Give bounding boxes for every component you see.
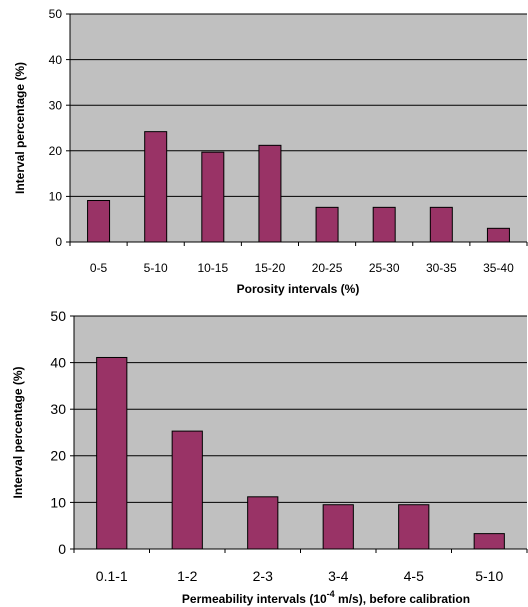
plot-area-background [74, 316, 527, 549]
axes [66, 13, 528, 246]
y-tick-label: 50 [50, 308, 66, 324]
y-tick-label: 10 [49, 190, 63, 204]
x-tick-label: 35-40 [483, 261, 514, 275]
x-tick-label: 1-2 [177, 568, 197, 584]
gridlines [74, 315, 527, 503]
bar-4-5 [398, 504, 430, 550]
x-axis-title: Porosity intervals (%) [237, 282, 360, 296]
bar-1-2 [171, 430, 203, 550]
bar-20-25 [315, 206, 339, 243]
y-tick-label: 40 [50, 355, 66, 371]
x-tick-labels: 0-5 5-10 10-15 15-20 20-25 25-30 30-35 35-40 [90, 261, 514, 275]
x-tick-label: 20-25 [312, 261, 343, 275]
x-tick-label: 3-4 [328, 568, 348, 584]
bar-0-5 [87, 200, 111, 243]
x-axis-title-after: m/s), before calibration [335, 592, 470, 606]
bar-3-4 [322, 504, 354, 550]
porosity-chart: 0 10 20 30 40 50 0-5 5-10 10-15 15-20 20-25 25-30 3… [13, 7, 528, 296]
bar-15-20 [258, 144, 282, 243]
bar-30-35 [429, 206, 453, 243]
y-tick-label: 0 [55, 235, 62, 249]
y-tick-labels: 0 10 20 30 40 50 [50, 308, 66, 557]
y-tick-labels: 0 10 20 30 40 50 [49, 7, 63, 249]
x-tick-label: 30-35 [426, 261, 457, 275]
bar-5-10 [144, 131, 168, 243]
axes [70, 315, 528, 553]
y-tick-label: 40 [49, 53, 63, 67]
bar-35-40 [486, 227, 510, 243]
x-tick-label: 2-3 [253, 568, 273, 584]
y-axis-title: Interval percentage (%) [11, 366, 25, 498]
bar-25-30 [372, 206, 396, 243]
x-tick-label: 0.1-1 [96, 568, 128, 584]
y-tick-label: 0 [58, 541, 66, 557]
x-tick-label: 5-10 [144, 261, 168, 275]
x-tick-label: 5-10 [475, 568, 503, 584]
bar-10-15 [201, 151, 225, 243]
x-tick-label: 10-15 [197, 261, 228, 275]
permeability-chart: 0 10 20 30 40 50 0.1-1 1-2 2-3 3-4 4-5 5-10 Permea… [11, 308, 528, 606]
y-tick-label: 10 [50, 494, 66, 510]
x-tick-label: 0-5 [90, 261, 108, 275]
x-axis-title-before: Permeability intervals (10 [182, 592, 327, 606]
y-tick-label: 50 [49, 7, 63, 21]
y-tick-label: 30 [50, 401, 66, 417]
x-tick-label: 4-5 [404, 568, 424, 584]
bar-series [96, 356, 505, 550]
bar-2-3 [247, 496, 279, 550]
x-axis-title: Permeability intervals (10-4 m/s), befor… [182, 589, 470, 606]
x-tick-label: 25-30 [369, 261, 400, 275]
y-tick-label: 20 [50, 448, 66, 464]
x-axis-title-superscript: -4 [327, 589, 335, 599]
x-tick-labels: 0.1-1 1-2 2-3 3-4 4-5 5-10 [96, 568, 504, 584]
x-tick-label: 15-20 [255, 261, 286, 275]
y-tick-label: 30 [49, 98, 63, 112]
plot-area-background [70, 14, 527, 242]
y-axis-title: Interval percentage (%) [13, 62, 27, 194]
bar-5-10 [473, 533, 505, 550]
bar-0.1-1 [96, 356, 128, 550]
y-tick-label: 20 [49, 144, 63, 158]
